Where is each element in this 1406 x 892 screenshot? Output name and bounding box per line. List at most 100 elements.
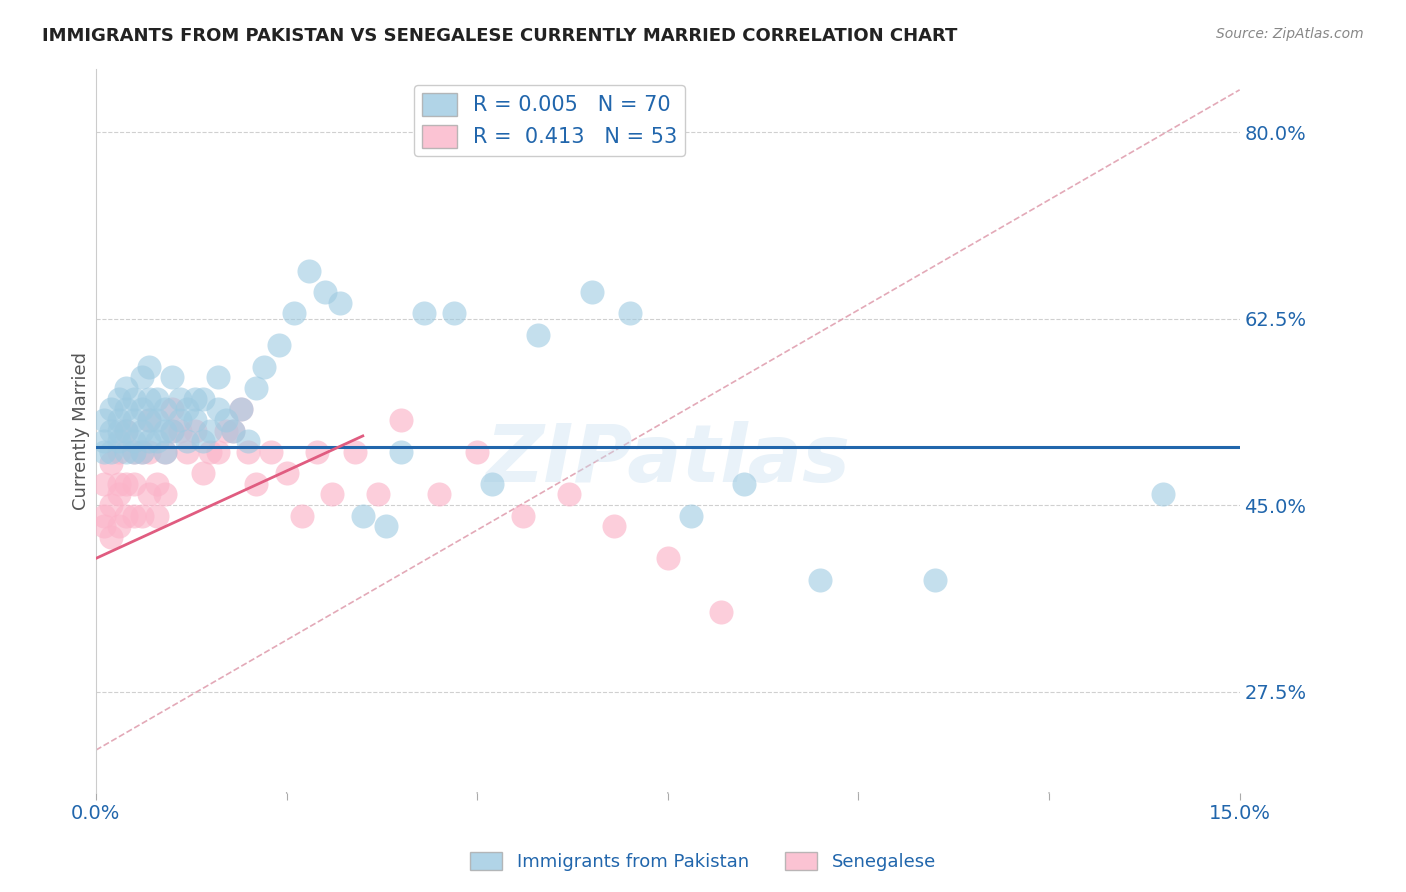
Point [131, 508, 153, 523]
Point [146, 413, 169, 427]
Point [93, 476, 115, 491]
Point [93, 508, 115, 523]
Point [138, 445, 160, 459]
Point [229, 402, 252, 417]
Point [305, 445, 328, 459]
Point [115, 402, 138, 417]
Point [443, 306, 465, 320]
Point [222, 424, 245, 438]
Point [374, 519, 396, 533]
Point [427, 487, 450, 501]
Legend: Immigrants from Pakistan, Senegalese: Immigrants from Pakistan, Senegalese [463, 845, 943, 879]
Point [146, 476, 169, 491]
Point [115, 508, 138, 523]
Point [122, 434, 145, 449]
Point [138, 359, 160, 374]
Point [200, 445, 222, 459]
Point [207, 370, 229, 384]
Point [160, 424, 183, 438]
Point [107, 413, 129, 427]
Point [191, 434, 214, 449]
Point [321, 487, 343, 501]
Point [733, 476, 755, 491]
Point [169, 413, 191, 427]
Point [276, 466, 298, 480]
Point [93, 519, 115, 533]
Point [93, 413, 115, 427]
Point [314, 285, 336, 300]
Point [107, 476, 129, 491]
Point [557, 487, 579, 501]
Point [169, 392, 191, 406]
Point [581, 285, 603, 300]
Point [146, 434, 169, 449]
Point [214, 413, 236, 427]
Point [329, 295, 352, 310]
Point [344, 445, 367, 459]
Point [115, 445, 138, 459]
Point [808, 573, 831, 587]
Text: Source: ZipAtlas.com: Source: ZipAtlas.com [1216, 27, 1364, 41]
Point [352, 508, 374, 523]
Point [107, 445, 129, 459]
Point [122, 476, 145, 491]
Point [253, 359, 276, 374]
Point [710, 605, 733, 619]
Point [214, 424, 236, 438]
Point [107, 392, 129, 406]
Point [107, 487, 129, 501]
Point [107, 424, 129, 438]
Point [138, 392, 160, 406]
Point [389, 413, 412, 427]
Point [160, 370, 183, 384]
Point [138, 487, 160, 501]
Point [131, 370, 153, 384]
Point [115, 381, 138, 395]
Point [481, 476, 503, 491]
Point [138, 413, 160, 427]
Point [245, 476, 267, 491]
Point [93, 445, 115, 459]
Point [238, 434, 260, 449]
Point [122, 508, 145, 523]
Point [184, 413, 207, 427]
Point [131, 445, 153, 459]
Point [93, 434, 115, 449]
Point [298, 264, 321, 278]
Point [176, 434, 198, 449]
Point [153, 445, 176, 459]
Point [229, 402, 252, 417]
Point [603, 519, 626, 533]
Point [122, 445, 145, 459]
Point [122, 445, 145, 459]
Point [389, 445, 412, 459]
Point [131, 402, 153, 417]
Point [100, 402, 122, 417]
Point [146, 392, 169, 406]
Point [1152, 487, 1174, 501]
Point [107, 434, 129, 449]
Point [160, 424, 183, 438]
Point [107, 519, 129, 533]
Point [146, 508, 169, 523]
Point [191, 466, 214, 480]
Legend: R = 0.005   N = 70, R =  0.413   N = 53: R = 0.005 N = 70, R = 0.413 N = 53 [415, 86, 685, 156]
Point [527, 327, 550, 342]
Point [222, 424, 245, 438]
Point [153, 424, 176, 438]
Point [245, 381, 267, 395]
Point [924, 573, 946, 587]
Point [207, 445, 229, 459]
Point [367, 487, 389, 501]
Point [200, 424, 222, 438]
Point [153, 402, 176, 417]
Point [138, 413, 160, 427]
Point [100, 498, 122, 512]
Point [465, 445, 488, 459]
Point [160, 402, 183, 417]
Point [131, 424, 153, 438]
Y-axis label: Currently Married: Currently Married [72, 351, 90, 509]
Text: ZIPatlas: ZIPatlas [485, 420, 851, 499]
Point [115, 424, 138, 438]
Point [122, 392, 145, 406]
